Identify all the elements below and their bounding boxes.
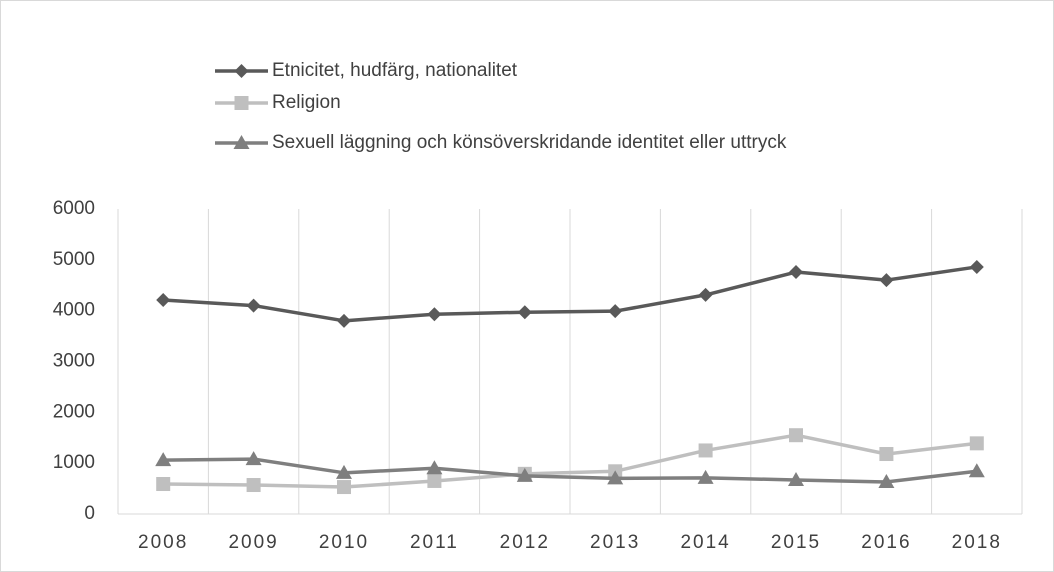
y-tick-label: 6000 [53,198,95,219]
y-tick-label: 1000 [53,452,95,473]
x-tick-label: 2009 [228,532,278,553]
marker [789,428,803,443]
y-tick-label: 2000 [53,401,95,422]
marker [233,135,250,149]
marker [426,460,443,475]
marker [337,480,351,495]
x-tick-label: 2013 [590,532,640,553]
x-tick-label: 2014 [680,532,730,553]
marker [517,305,532,320]
series-line [163,457,978,484]
marker [879,273,894,288]
marker [427,473,442,488]
marker [156,292,171,307]
marker [337,313,351,328]
marker [156,477,171,492]
marker [698,443,713,458]
marker [788,471,804,486]
y-tick-label: 3000 [53,351,95,372]
y-tick-label: 4000 [53,300,95,321]
x-tick-label: 2010 [319,532,369,553]
legend-label: Sexuell läggning och könsöverskridande i… [272,132,787,153]
y-tick-label: 0 [84,503,95,524]
marker [246,478,261,493]
legend-label: Etnicitet, hudfärg, nationalitet [272,60,518,81]
marker [427,307,442,322]
marker [336,464,352,479]
series-line [163,265,978,323]
x-tick-label: 2015 [771,532,821,553]
x-tick-label: 2012 [500,532,550,553]
marker [969,436,984,451]
marker [879,447,894,462]
marker [968,463,985,478]
marker [969,259,984,274]
series-line [163,433,978,489]
marker [246,298,261,313]
y-tick-label: 5000 [53,249,95,270]
marker [234,96,249,110]
marker [878,473,895,488]
marker [234,64,249,78]
marker [697,469,714,484]
x-tick-label: 2011 [410,532,459,553]
x-tick-label: 2018 [952,532,1002,553]
x-tick-label: 2008 [138,532,188,553]
x-tick-label: 2016 [861,532,911,553]
marker [608,304,623,319]
legend-label: Religion [272,92,341,113]
marker [698,287,713,302]
marker [607,470,624,485]
marker [516,467,533,482]
marker [789,265,803,280]
marker [155,452,172,467]
marker [245,451,262,466]
